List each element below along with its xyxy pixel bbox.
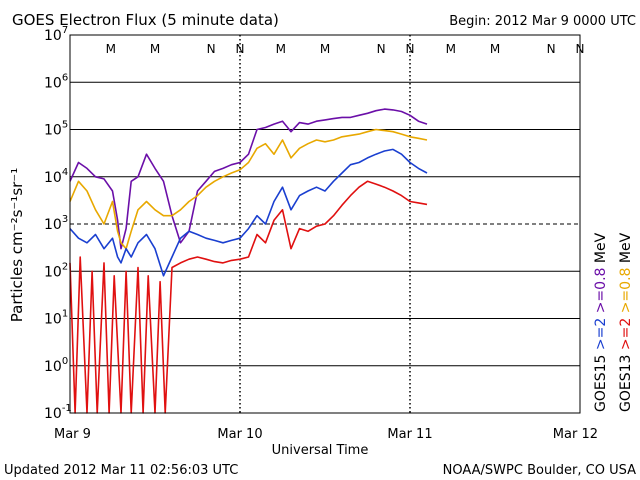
x-axis-label: Universal Time [272, 443, 369, 458]
series-layer [69, 108, 428, 414]
x-tick-2: Mar 11 [387, 427, 432, 442]
marker-3: N [236, 42, 245, 56]
x-tick-0: Mar 9 [54, 427, 91, 442]
marker-9: M [490, 42, 500, 56]
y-axis-label: Particles cm⁻²s⁻¹sr⁻¹ [8, 168, 26, 322]
y-tick-3: 102 [44, 261, 68, 280]
updated-label: Updated 2012 Mar 11 02:56:03 UTC [4, 463, 238, 478]
y-tick-labels: 10-1 100 101 102 103 104 105 106 107 [44, 25, 72, 422]
x-tick-3: Mar 12 [553, 427, 598, 442]
marker-4: M [276, 42, 286, 56]
series-line-3 [69, 180, 428, 414]
marker-0: M [106, 42, 116, 56]
marker-11: N [576, 42, 585, 56]
legend: GOES15 >=2 >=0.8 MeV GOES13 >=2 >=0.8 MeV [593, 232, 634, 412]
x-tick-labels: Mar 9 Mar 10 Mar 11 Mar 12 [54, 427, 598, 442]
grid-layer [70, 35, 580, 413]
series-line-0 [69, 108, 428, 250]
marker-5: M [320, 42, 330, 56]
legend-row-1: GOES13 >=2 >=0.8 MeV [618, 232, 634, 412]
marker-6: N [377, 42, 386, 56]
y-tick-2: 101 [44, 309, 68, 328]
y-tick-7: 106 [44, 72, 68, 91]
plot-frame [69, 34, 581, 414]
series-line-1 [69, 128, 428, 250]
legend-text-0: GOES15 >=2 >=0.8 MeV [593, 232, 609, 412]
marker-2: N [207, 42, 216, 56]
y-tick-0: 10-1 [44, 403, 72, 422]
begin-label: Begin: 2012 Mar 9 0000 UTC [449, 14, 636, 29]
legend-row-0: GOES15 >=2 >=0.8 MeV [593, 232, 609, 412]
x-tick-1: Mar 10 [217, 427, 262, 442]
y-tick-1: 100 [44, 356, 68, 375]
y-tick-4: 103 [44, 214, 68, 233]
y-tick-5: 104 [44, 167, 68, 186]
y-tick-6: 105 [44, 120, 68, 139]
marker-10: N [547, 42, 556, 56]
chart-title: GOES Electron Flux (5 minute data) [12, 11, 279, 29]
credit-label: NOAA/SWPC Boulder, CO USA [443, 463, 636, 478]
series-line-2 [69, 148, 428, 277]
marker-1: M [150, 42, 160, 56]
marker-7: N [406, 42, 415, 56]
y-tick-8: 107 [44, 25, 68, 44]
marker-8: M [446, 42, 456, 56]
legend-text-1: GOES13 >=2 >=0.8 MeV [618, 232, 634, 412]
